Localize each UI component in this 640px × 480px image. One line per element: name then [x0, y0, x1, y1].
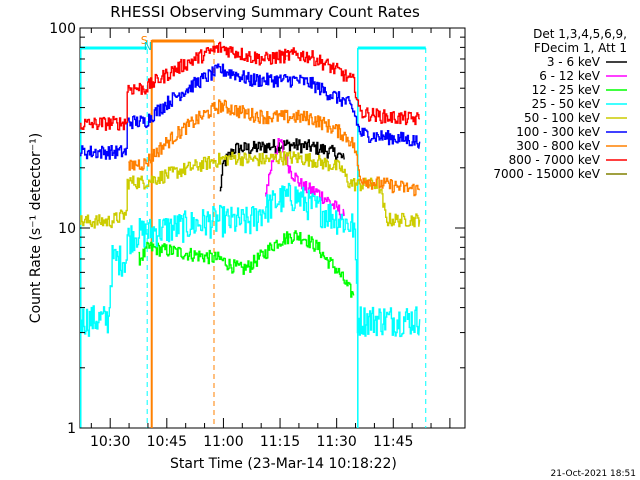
annotations: SN F: [141, 34, 290, 63]
legend-label: 25 - 50 keV: [532, 97, 601, 111]
chart-title: RHESSI Observing Summary Count Rates: [110, 3, 420, 21]
marker-n: N: [144, 40, 152, 53]
legend-label: 300 - 800 keV: [516, 139, 600, 153]
y-axis-label: Count Rate (s⁻¹ detector⁻¹): [28, 133, 44, 323]
y-axis: 1 10 100: [49, 21, 465, 437]
y-tick-label: 10: [58, 221, 76, 237]
x-tick-label: 11:45: [373, 434, 413, 450]
series-line-3-6-kev: [219, 138, 345, 192]
series-line-25-50-kev: [80, 182, 421, 338]
legend: Det 1,3,4,5,6,9,FDecim 1, Att 13 - 6 keV…: [493, 27, 627, 181]
x-tick-label: 11:30: [316, 434, 356, 450]
legend-label: 100 - 300 keV: [516, 125, 600, 139]
legend-header: FDecim 1, Att 1: [534, 41, 627, 55]
x-tick-label: 11:15: [260, 434, 300, 450]
legend-label: 12 - 25 keV: [532, 83, 601, 97]
legend-header: Det 1,3,4,5,6,9,: [533, 27, 627, 41]
x-tick-label: 10:30: [90, 434, 130, 450]
series-line-300-800-kev: [128, 99, 421, 197]
series-line-100-300-kev: [80, 63, 421, 160]
marker-s: S: [141, 34, 148, 47]
legend-label: 7000 - 15000 keV: [493, 167, 600, 181]
legend-label: 6 - 12 keV: [539, 69, 601, 83]
legend-label: 3 - 6 keV: [547, 55, 601, 69]
x-axis: 10:30 10:45 11:00 11:15 11:30 11:45: [90, 28, 451, 450]
legend-label: 800 - 7000 keV: [509, 153, 601, 167]
x-tick-label: 11:00: [203, 434, 243, 450]
timestamp: 21-Oct-2021 18:51: [551, 469, 636, 479]
series-line-800-7000-kev: [80, 41, 421, 131]
x-tick-label: 10:45: [147, 434, 187, 450]
series-layer: [80, 41, 421, 338]
x-axis-label: Start Time (23-Mar-14 10:18:22): [170, 456, 397, 472]
marker-f: F: [284, 50, 290, 63]
legend-label: 50 - 100 keV: [524, 111, 601, 125]
y-tick-label: 100: [49, 21, 76, 37]
series-line-50-100-kev: [80, 151, 421, 229]
series-line-12-25-kev: [138, 230, 355, 298]
y-tick-label: 1: [67, 421, 76, 437]
